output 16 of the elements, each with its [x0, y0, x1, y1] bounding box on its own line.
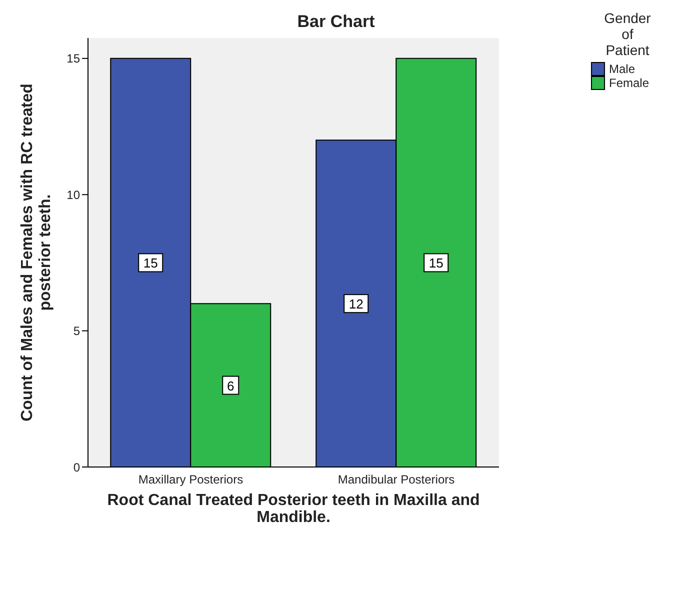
y-tick-label: 0: [73, 460, 80, 474]
legend-label: Male: [608, 62, 636, 76]
y-axis-title: Count of Males and Females with RC treated posterior teeth.: [19, 84, 54, 422]
data-label: 15: [428, 256, 444, 271]
chart-title: Bar Chart: [296, 12, 376, 32]
legend-label: Female: [608, 76, 650, 90]
y-tick-label: 5: [73, 324, 80, 338]
x-axis-title: Root Canal Treated Posterior teeth in Maxilla and Mandible.: [107, 492, 480, 526]
y-tick-label: 10: [66, 188, 80, 202]
data-label: 12: [348, 296, 364, 312]
x-tick-label: Mandibular Posteriors: [338, 472, 455, 487]
legend-title: Gender of Patient: [603, 10, 652, 58]
data-label: 6: [226, 378, 234, 394]
y-tick-label: 15: [66, 52, 80, 66]
data-label: 15: [143, 256, 158, 271]
x-tick-label: Maxillary Posteriors: [138, 472, 244, 487]
